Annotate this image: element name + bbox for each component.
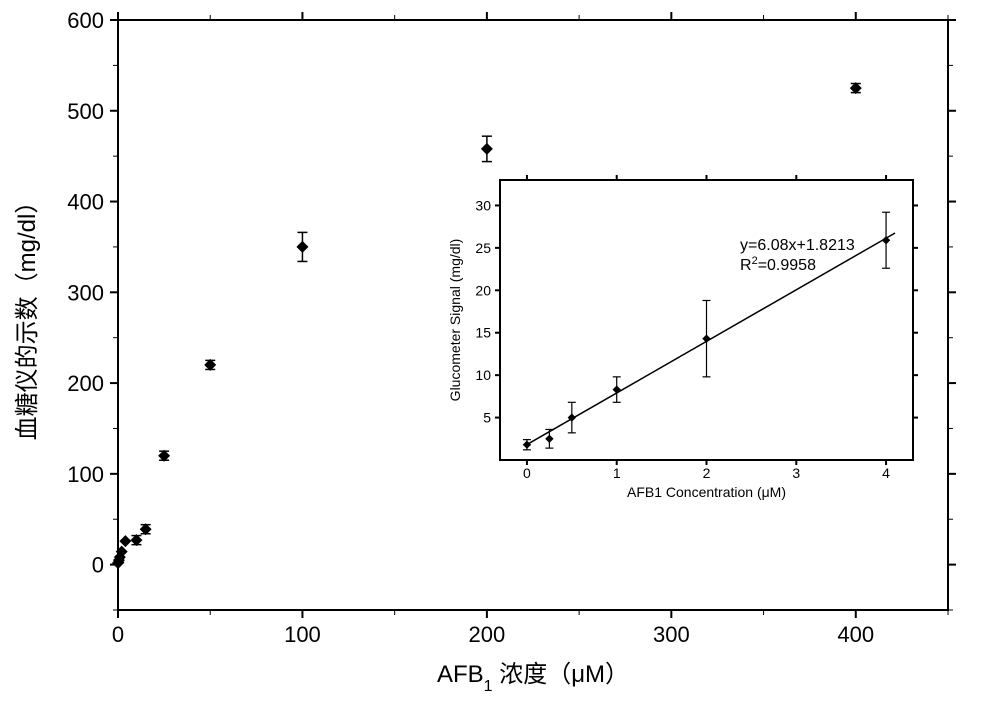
data-point [296,241,308,253]
y-axis-label: 血糖仪的示数（mg/dl） [14,190,41,441]
inset-y-tick-label: 25 [475,240,491,256]
x-tick-label: 400 [837,622,874,647]
chart-svg: 01002003004000100200300400500600血糖仪的示数（m… [0,0,1000,710]
inset-y-tick-label: 15 [475,325,491,341]
inset-y-tick-label: 5 [483,410,491,426]
inset-y-tick-label: 20 [475,282,491,298]
y-tick-label: 200 [67,371,104,396]
inset-x-tick-label: 2 [703,465,711,481]
inset-x-tick-label: 3 [792,465,800,481]
inset-x-tick-label: 4 [882,465,890,481]
inset-x-label: AFB1 Concentration (μM) [627,484,786,500]
x-tick-label: 300 [653,622,690,647]
data-point [119,535,131,547]
y-tick-label: 300 [67,280,104,305]
y-tick-label: 0 [92,553,104,578]
y-tick-label: 600 [67,8,104,33]
inset-equation: y=6.08x+1.8213 [740,237,855,254]
inset-x-tick-label: 0 [523,465,531,481]
inset-y-tick-label: 30 [475,197,491,213]
inset-x-tick-label: 1 [613,465,621,481]
inset-r2: R2=0.9958 [740,255,816,274]
y-tick-label: 100 [67,462,104,487]
inset-y-label: Glucometer Signal (mg/dl) [447,239,463,402]
x-tick-label: 100 [284,622,321,647]
chart-container: 01002003004000100200300400500600血糖仪的示数（m… [0,0,1000,710]
inset-bg [435,165,925,500]
y-tick-label: 400 [67,190,104,215]
inset-y-tick-label: 10 [475,367,491,383]
x-tick-label: 200 [469,622,506,647]
x-tick-label: 0 [112,622,124,647]
data-point [481,143,493,155]
y-tick-label: 500 [67,99,104,124]
x-axis-label: AFB1 浓度（μM） [437,661,629,695]
